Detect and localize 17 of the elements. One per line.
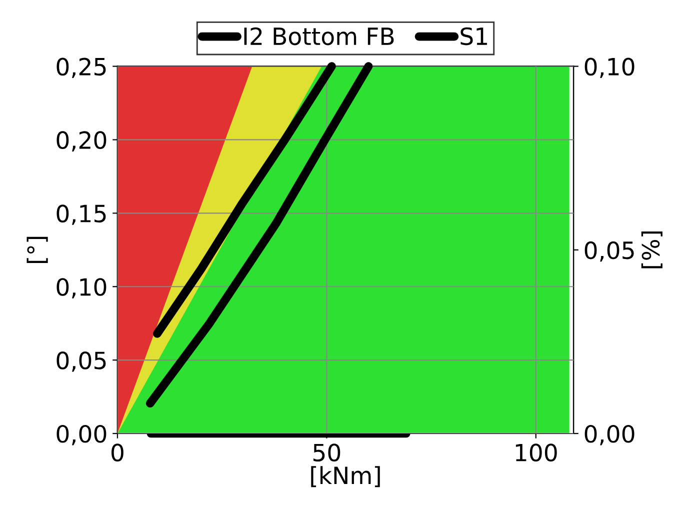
y2-tick-label: 0,05 (584, 241, 634, 262)
x-tick-label: 100 (516, 444, 557, 462)
y-axis-title: [°] (26, 236, 48, 263)
x-tick-label: 50 (313, 444, 340, 462)
y-tick-label: 0,15 (56, 204, 106, 225)
y-tick-label: 0,00 (56, 424, 106, 446)
x-axis-title: [kNm] (311, 466, 380, 488)
y-tick-label: 0,05 (56, 352, 106, 372)
y2-axis-title: [%] (641, 232, 662, 268)
x-tick-label: 0 (112, 444, 124, 462)
y-tick-label: 0,10 (56, 278, 106, 298)
y2-tick-label: 0,00 (584, 424, 634, 446)
legend-label: S1 (460, 27, 487, 46)
y2-tick-label: 0,10 (584, 58, 634, 78)
legend-label: I2 Bottom FB (244, 27, 394, 46)
y-tick-label: 0,20 (56, 131, 106, 152)
y-tick-label: 0,25 (56, 58, 106, 78)
